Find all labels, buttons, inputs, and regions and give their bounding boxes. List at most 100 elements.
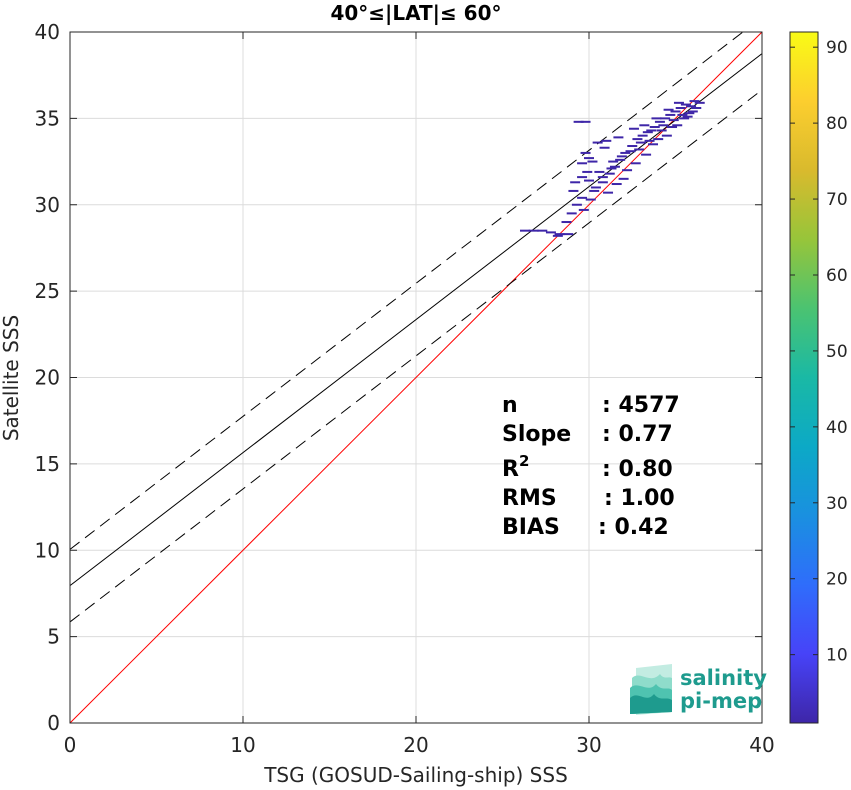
- density-point: [597, 176, 608, 179]
- density-point: [519, 229, 530, 232]
- density-point: [613, 136, 624, 139]
- density-point: [637, 134, 648, 137]
- density-point: [568, 189, 579, 192]
- density-point: [660, 117, 671, 120]
- density-point: [601, 139, 612, 142]
- salinity-pi-mep-logo: salinity pi-mep: [630, 664, 767, 715]
- y-tick-label: 20: [35, 366, 60, 390]
- density-point: [616, 155, 627, 158]
- line-fit: [70, 53, 762, 587]
- density-point: [577, 176, 588, 179]
- x-tick-label: 30: [576, 733, 601, 757]
- y-tick-label: 0: [47, 711, 60, 735]
- density-point: [580, 151, 591, 154]
- y-tick-label: 35: [35, 106, 60, 130]
- density-point: [594, 170, 605, 173]
- density-point: [552, 234, 563, 237]
- density-point: [639, 124, 650, 127]
- density-point: [648, 143, 659, 146]
- chart-title: 40°≤|LAT|≤ 60°: [330, 1, 501, 25]
- plot-area: 0 10 20 30 40 0 5 10 15 20 25 30 35 40: [35, 20, 775, 757]
- density-point: [577, 196, 588, 199]
- density-point: [563, 233, 574, 236]
- density-point: [561, 221, 572, 224]
- density-point: [668, 119, 679, 122]
- x-tick-label: 20: [403, 733, 428, 757]
- density-point: [635, 141, 646, 144]
- density-point: [628, 127, 639, 130]
- density-point: [597, 181, 608, 184]
- colorbar-tick-label: 80: [826, 114, 848, 134]
- x-axis-ticks: 0 10 20 30 40: [64, 32, 775, 757]
- line-identity: [70, 32, 762, 723]
- y-tick-label: 30: [35, 193, 60, 217]
- y-tick-label: 15: [35, 452, 60, 476]
- y-tick-label: 25: [35, 279, 60, 303]
- density-point: [599, 146, 610, 149]
- density-point: [585, 198, 596, 201]
- density-point: [566, 212, 577, 215]
- density-point: [608, 160, 619, 163]
- density-point: [589, 189, 600, 192]
- density-point: [644, 139, 655, 142]
- density-point: [651, 117, 662, 120]
- colorbar: 10 20 30 40 50 60 70 80 90: [789, 31, 848, 724]
- density-point: [632, 138, 643, 141]
- density-point: [673, 101, 684, 104]
- density-point: [686, 105, 697, 108]
- density-point: [611, 183, 622, 186]
- density-point: [667, 126, 678, 129]
- colorbar-tick-label: 60: [826, 266, 848, 286]
- density-point: [670, 110, 681, 113]
- y-tick-label: 40: [35, 20, 60, 44]
- line-fit-upper: [70, 32, 744, 550]
- density-point: [627, 145, 638, 148]
- stat-r2-label: R2: [502, 452, 529, 482]
- density-point: [625, 150, 636, 153]
- density-point: [545, 231, 556, 234]
- density-point: [582, 170, 593, 173]
- density-point: [642, 131, 653, 134]
- density-point: [573, 120, 584, 123]
- density-point: [689, 100, 700, 103]
- colorbar-tick-label: 40: [826, 418, 848, 438]
- density-point: [634, 148, 645, 151]
- colorbar-gradient: [789, 31, 819, 724]
- stats-box: n : 4577 Slope : 0.77 R2 : 0.80 RMS : 1.…: [502, 393, 680, 540]
- density-point: [653, 138, 664, 141]
- density-point: [620, 151, 631, 154]
- colorbar-tick-label: 70: [826, 190, 848, 210]
- density-point: [646, 129, 657, 132]
- density-point: [590, 186, 601, 189]
- density-point: [537, 229, 548, 232]
- density-point: [570, 181, 581, 184]
- y-axis-label: Satellite SSS: [0, 315, 23, 441]
- x-tick-label: 40: [749, 733, 774, 757]
- y-tick-label: 5: [47, 625, 60, 649]
- colorbar-ticks: 10 20 30 40 50 60 70 80 90: [790, 38, 848, 666]
- logo-text-salinity: salinity: [680, 666, 767, 690]
- x-tick-label: 0: [64, 733, 77, 757]
- colorbar-tick-label: 90: [826, 38, 848, 58]
- logo-text-pi-mep: pi-mep: [680, 689, 762, 713]
- x-axis-label: TSG (GOSUD-Sailing-ship) SSS: [263, 763, 568, 787]
- colorbar-tick-label: 50: [826, 342, 848, 362]
- stat-rms-label: RMS: [502, 486, 557, 511]
- stat-slope-value: : 0.77: [602, 422, 673, 447]
- density-point: [661, 134, 672, 137]
- density-point: [577, 162, 588, 165]
- density-point: [680, 103, 691, 106]
- density-point: [571, 203, 582, 206]
- density-point: [622, 169, 633, 172]
- x-tick-label: 10: [230, 733, 255, 757]
- line-fit-lower: [70, 89, 762, 623]
- density-point: [679, 117, 690, 120]
- density-point: [654, 120, 665, 123]
- density-point: [675, 107, 686, 110]
- stat-n-value: : 4577: [602, 393, 680, 418]
- density-point: [658, 124, 669, 127]
- stat-slope-label: Slope: [502, 422, 571, 447]
- density-point: [630, 162, 641, 165]
- stat-bias-label: BIAS: [502, 515, 560, 540]
